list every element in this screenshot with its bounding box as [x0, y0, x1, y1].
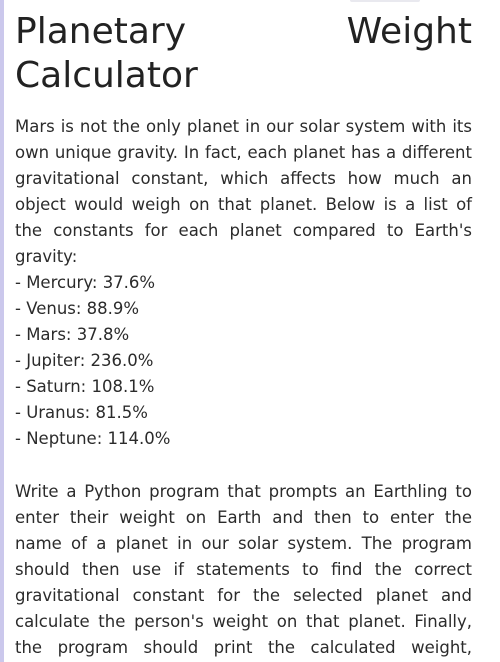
list-item: - Jupiter: 236.0%: [15, 351, 154, 370]
list-item: - Neptune: 114.0%: [15, 429, 171, 448]
task-paragraph: Write a Python program that prompts an E…: [15, 482, 472, 657]
top-edge-tab: [350, 0, 420, 2]
list-item: - Saturn: 108.1%: [15, 377, 155, 396]
list-item: - Venus: 88.9%: [15, 299, 140, 318]
list-item: - Mercury: 37.6%: [15, 273, 156, 292]
list-item: - Uranus: 81.5%: [15, 403, 148, 422]
message-content: Planetary Weight Calculator Mars is not …: [15, 10, 472, 662]
left-accent-bar: [0, 0, 4, 662]
list-item: - Mars: 37.8%: [15, 325, 130, 344]
page-title: Planetary Weight Calculator: [15, 11, 472, 96]
intro-paragraph: Mars is not the only planet in our solar…: [15, 117, 472, 266]
planet-gravity-list: - Mercury: 37.6% - Venus: 88.9% - Mars: …: [15, 270, 472, 452]
